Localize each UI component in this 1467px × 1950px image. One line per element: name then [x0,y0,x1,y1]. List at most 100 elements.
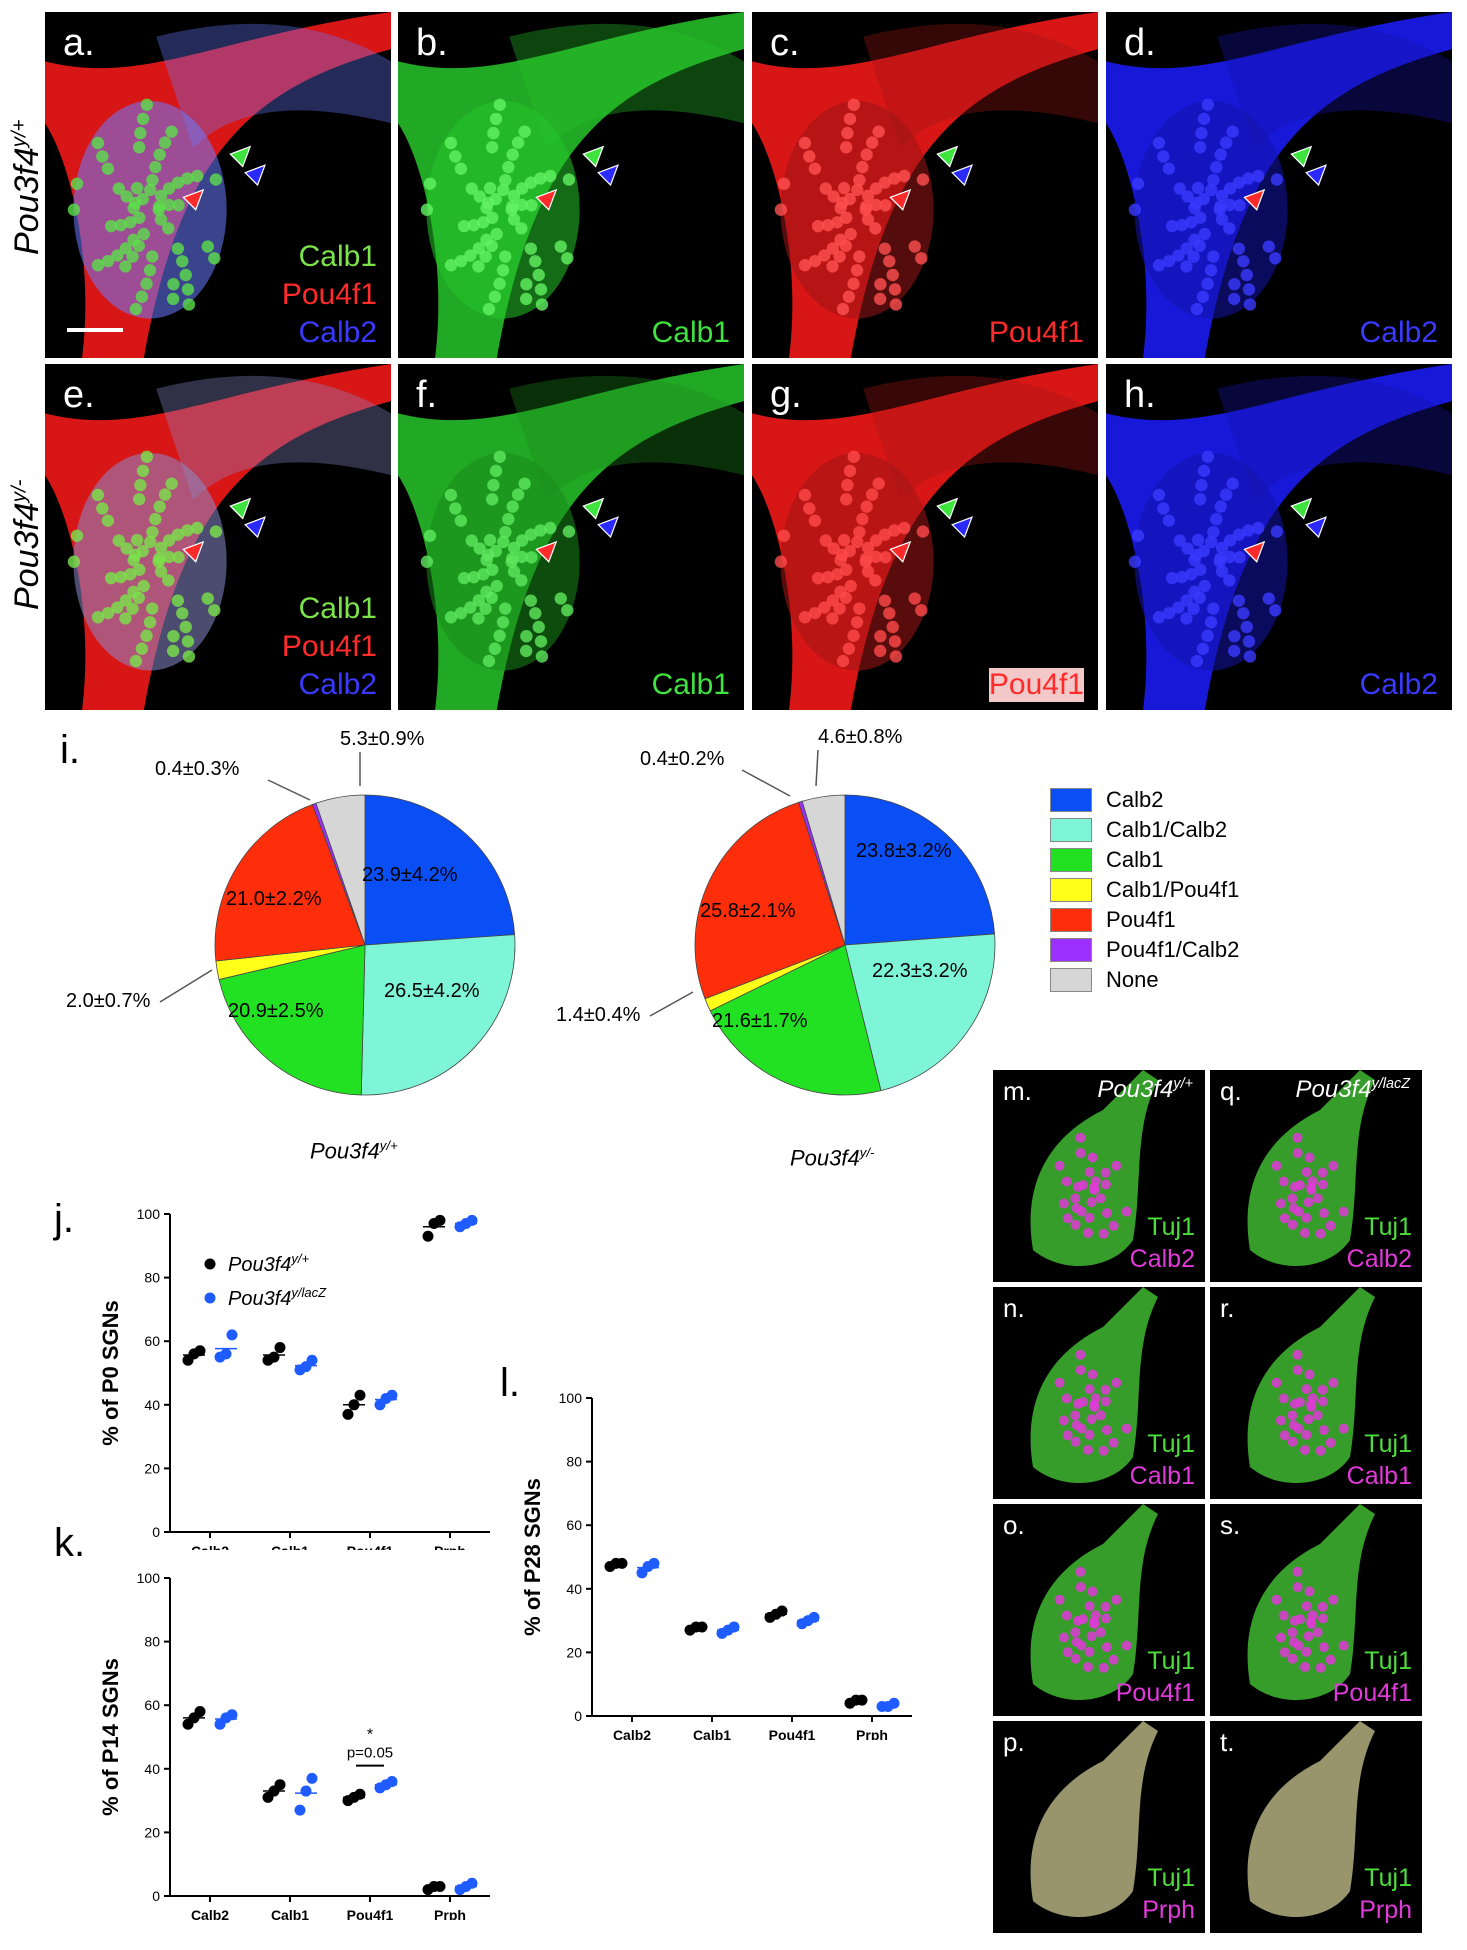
data-point [342,1408,354,1420]
tissue-image [45,12,391,358]
x-tick-label: Prph [856,1727,888,1740]
data-point [616,1557,628,1569]
pie-left-label-pou4f1: 21.0±2.2% [226,888,322,910]
panel-label: p. [1003,1727,1025,1757]
scatter-chart-p0: 0 20 40 60 80 100 % of P0 SGNs Calb2 Calb1 Pou4f1… [53,1197,490,1550]
micrograph-panel-f: f. Calb1 [398,364,744,710]
p-value-label: p=0.05 [347,1745,393,1762]
stain-label-pou4f1: Pou4f1 [281,278,377,311]
data-point [386,1389,398,1401]
scatter-chart-p28: 0 20 40 60 80 100 % of P28 SGNs Calb2 Calb1 Pou4f… [500,1361,912,1740]
pie-chart-wildtype [214,794,516,1096]
stain-label-pou4f1: Pou4f1 [281,630,377,663]
x-tick-label: Pou4f1 [347,1907,394,1920]
legend-swatch [1050,788,1092,812]
data-point [776,1605,788,1617]
pie-slice-none [801,794,846,946]
pie-chart-mutant [694,794,996,1096]
pie-slice-calb1 [218,944,366,1096]
panel-label: a. [63,22,95,64]
x-tick-label: Calb1 [271,1907,309,1920]
arrowhead-marker [1290,145,1313,168]
arrowhead-marker [535,540,558,563]
data-point [354,1788,366,1800]
data-point [728,1621,740,1633]
tissue-image [1106,12,1452,358]
panel-label: o. [1003,1510,1025,1540]
micrograph-panel-h: h. Calb2 [1106,364,1452,710]
data-point [268,1351,280,1363]
y-tick-label: 0 [152,1888,160,1904]
arrowhead-marker [1305,516,1328,539]
legend-item: Pou4f1 [1050,907,1176,933]
x-tick-label: Pou4f1 [769,1727,816,1740]
panel-label: c. [770,22,800,64]
pie-slice-calb1-calb2 [360,934,516,1096]
data-point [306,1354,318,1366]
arrowhead-marker [936,145,959,168]
x-tick-label: Pou4f1 [347,1543,394,1550]
arrowhead-marker [582,497,605,520]
arrowhead-marker [951,164,974,187]
legend-swatch [1050,968,1092,992]
pie-left-label-calb1: 20.9±2.5% [228,1000,324,1022]
arrowhead-marker [1290,497,1313,520]
arrowhead-marker [597,516,620,539]
stain-label-marker: Pou4f1 [1115,1679,1195,1707]
pie-slice-none [315,794,366,946]
y-tick-label: 20 [566,1644,582,1660]
scatter-legend-label: Pou3f4y/lacZ [228,1285,327,1310]
arrowhead-marker [582,145,605,168]
y-tick-label: 40 [144,1761,160,1777]
stain-label-pou4f1: Pou4f1 [988,316,1084,349]
stain-label-marker: Calb1 [1346,1462,1412,1490]
micrograph-panel-g: g. Pou4f1 [752,364,1098,710]
pie-left-label-calb2: 23.9±4.2% [362,864,458,886]
data-point [808,1611,820,1623]
pie-right-label-calb1: 21.6±1.7% [712,1010,808,1032]
pie-slice-calb2 [364,794,516,946]
stain-label-tuj1: Tuj1 [1364,1430,1412,1458]
stain-label-tuj1: Tuj1 [1364,1647,1412,1675]
micrograph-panel-b: b. Calb1 [398,12,744,358]
chart-label: j. [53,1197,74,1241]
stain-label-marker: Prph [1359,1896,1412,1924]
tissue-image [45,364,391,710]
arrowhead-marker [229,497,252,520]
arrowhead-marker [244,164,267,187]
mini-panel-s: s. Tuj1 Pou4f1 [1210,1504,1422,1716]
data-point [354,1389,366,1401]
data-point [434,1880,446,1892]
arrowhead-marker [244,516,267,539]
data-point [306,1772,318,1784]
stain-label-calb1: Calb1 [298,592,377,625]
data-point [274,1779,286,1791]
tissue-image [752,12,1098,358]
tissue-image [398,364,744,710]
data-point [194,1706,206,1718]
panel-label: n. [1003,1293,1025,1323]
stain-label-tuj1: Tuj1 [1147,1430,1195,1458]
x-tick-label: Calb2 [613,1727,651,1740]
legend-label: None [1106,967,1159,992]
mini-panel-t: t. Tuj1 Prph [1210,1721,1422,1933]
pie-slice-calb2 [844,794,996,946]
tissue-image [1106,364,1452,710]
panel-label: h. [1124,374,1156,416]
stain-label-tuj1: Tuj1 [1147,1213,1195,1241]
stain-label-tuj1: Tuj1 [1147,1864,1195,1892]
pie-caption-wildtype: Pou3f4y/+ [310,1138,398,1164]
y-tick-label: 0 [152,1524,160,1540]
pie-left-label-calb1-pou4f1: 2.0±0.7% [66,990,151,1012]
stain-label-calb2: Calb2 [298,668,377,701]
y-tick-label: 80 [144,1270,160,1286]
y-tick-label: 80 [566,1454,582,1470]
y-tick-label: 100 [137,1206,161,1222]
y-axis-label: % of P28 SGNs [520,1478,545,1636]
significance-star: * [367,1727,373,1744]
figure-label-i: i. [60,728,80,772]
pie-right-label-none: 4.6±0.8% [818,726,903,748]
stain-label-marker: Calb2 [1129,1245,1195,1273]
legend-swatch [1050,938,1092,962]
panel-label: s. [1220,1510,1241,1540]
